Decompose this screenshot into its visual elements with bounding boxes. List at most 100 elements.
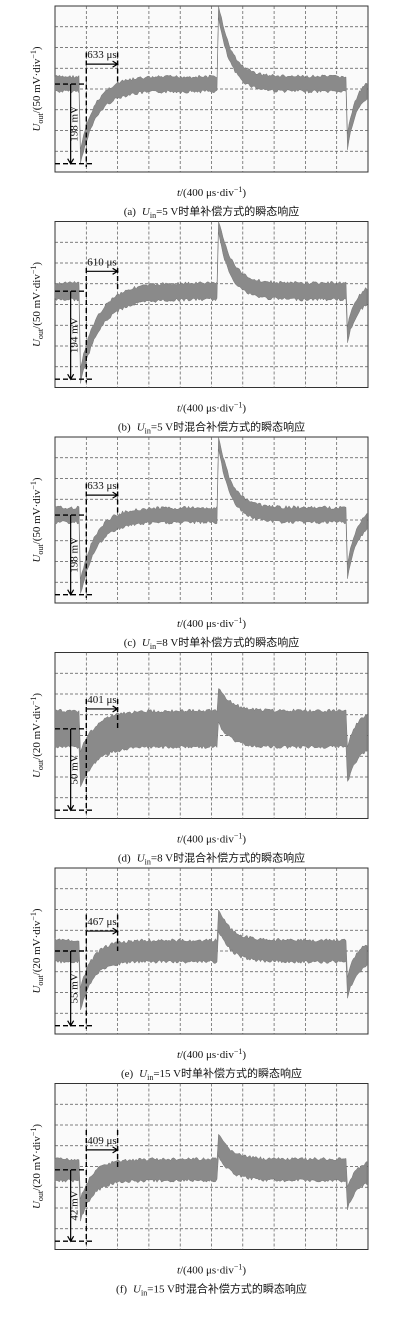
x-axis-label: t/(400 μs·div−1) [177,616,246,630]
amp-marker [55,83,93,165]
amp-arrow [67,515,75,596]
y-axis-label: Uout/(50 mV·div−1) [29,477,45,562]
amp-label: 198 mV [69,106,81,142]
x-label-unit: /(400 μs·div [180,187,234,199]
caption-rest: =8 V时混合补偿方式的瞬态响应 [151,851,305,865]
time-label: 610 μs [87,256,116,268]
y-label-sub: out [36,544,45,555]
x-label-sup: −1 [234,616,243,625]
amp-arrow [67,1169,75,1243]
y-label-var: U [31,554,43,563]
time-arrow [86,705,119,713]
waveform [54,5,368,164]
x-axis-label: t/(400 μs·div−1) [177,832,246,846]
amp-label: 55 mV [69,973,81,1003]
caption: (d) Uin=8 V时混合补偿方式的瞬态响应 [118,851,305,867]
time-label: 409 μs [87,1135,116,1147]
caption-letter: (c) [124,637,137,649]
amp-arrow [67,728,75,812]
caption-var: U [133,1284,142,1296]
time-label: 633 μs [87,49,116,61]
amp-arrow [67,84,75,165]
y-label-end: ) [31,908,43,912]
time-marker [85,483,119,599]
x-label-end: ) [242,1049,246,1061]
time-arrow [86,60,119,68]
x-label-sup: −1 [234,1263,243,1272]
y-label-var: U [31,123,43,132]
y-label-var: U [31,985,43,994]
caption-var: U [137,422,146,434]
caption-rest: =8 V时单补偿方式的瞬态响应 [156,635,299,649]
x-axis-label: t/(400 μs·div−1) [177,1047,246,1061]
caption-sub: in [145,858,151,867]
y-label-end: ) [31,262,43,266]
amp-marker [55,1169,93,1242]
x-label-var: t [177,618,181,630]
time-marker [85,914,119,1030]
y-label-end: ) [31,46,43,50]
x-label-sup: −1 [234,832,243,841]
y-label-end: ) [31,693,43,697]
caption: (c) Uin=8 V时单补偿方式的瞬态响应 [124,635,300,651]
x-label-unit: /(400 μs·div [180,1265,234,1277]
x-axis-label: t/(400 μs·div−1) [177,185,246,199]
time-label: 401 μs [87,694,116,706]
caption-var: U [139,1068,148,1080]
caption-letter: (e) [121,1068,134,1080]
y-label-sup: −1 [29,266,38,275]
amp-marker [55,728,93,811]
time-label: 633 μs [87,480,116,492]
caption-var: U [142,206,151,218]
y-axis-label: Uout/(20 mV·div−1) [29,1124,45,1209]
caption-letter: (d) [118,853,131,865]
y-label-sup: −1 [29,1128,38,1137]
time-label: 467 μs [87,916,116,928]
y-label-sup: −1 [29,50,38,59]
y-label-sub: out [36,1190,45,1201]
x-label-sup: −1 [234,1047,243,1056]
amp-label: 198 mV [69,537,81,573]
time-arrow [86,927,119,935]
x-label-unit: /(400 μs·div [180,618,234,630]
x-label-unit: /(400 μs·div [180,403,234,415]
amp-label: 42 mV [69,1190,81,1220]
y-label-sub: out [36,113,45,124]
y-label-sup: −1 [29,481,38,490]
y-axis-label: Uout/(20 mV·div−1) [29,908,45,993]
waveform [54,221,368,384]
amp-marker [55,514,93,596]
y-label-unit: /(20 mV·div [31,705,43,760]
time-arrow [86,1146,119,1154]
caption-var: U [137,853,146,865]
caption-rest: =15 V时单补偿方式的瞬态响应 [153,1066,302,1080]
caption-rest: =5 V时单补偿方式的瞬态响应 [156,204,299,218]
x-axis-label: t/(400 μs·div−1) [177,1263,246,1277]
x-label-var: t [177,834,181,846]
amp-label: 194 mV [69,317,81,353]
waveform [54,436,368,594]
caption-sub: in [141,1289,147,1298]
y-label-unit: /(20 mV·div [31,1136,43,1191]
x-label-end: ) [242,187,246,199]
y-label-sub: out [36,328,45,339]
amp-marker [55,950,93,1027]
y-label-var: U [31,769,43,778]
time-marker [85,52,119,168]
amp-arrow [67,951,75,1027]
caption-rest: =15 V时混合补偿方式的瞬态响应 [147,1282,307,1296]
y-label-unit: /(20 mV·div [31,920,43,975]
caption: (a) Uin=5 V时单补偿方式的瞬态响应 [124,204,300,220]
amp-marker [55,290,93,380]
time-arrow [86,267,119,275]
y-label-sup: −1 [29,912,38,921]
x-label-var: t [177,403,181,415]
x-label-sup: −1 [234,185,243,194]
amp-label: 50 mV [69,754,81,784]
waveform [54,1133,368,1222]
x-label-end: ) [242,618,246,630]
caption-sub: in [150,642,156,651]
caption-letter: (a) [124,206,137,218]
x-label-end: ) [242,834,246,846]
